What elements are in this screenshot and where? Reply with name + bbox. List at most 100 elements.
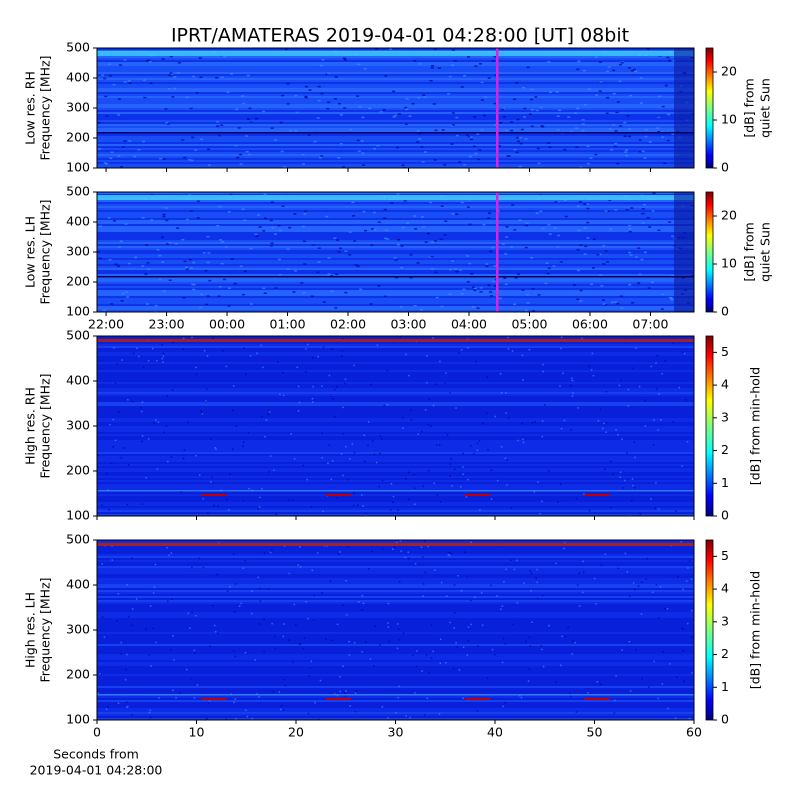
- texture-speck: [141, 401, 144, 403]
- texture-speck: [598, 61, 602, 63]
- texture-row: [97, 282, 694, 285]
- texture-speck: [111, 462, 113, 465]
- texture-speck: [542, 665, 545, 668]
- texture-speck: [616, 162, 620, 165]
- texture-speck: [567, 626, 569, 629]
- texture-speck: [640, 258, 644, 261]
- texture-speck: [164, 108, 168, 110]
- texture-speck: [165, 219, 169, 222]
- texture-speck: [162, 290, 166, 292]
- texture-speck: [405, 478, 407, 480]
- texture-speck: [629, 94, 633, 97]
- texture-speck: [466, 134, 470, 137]
- texture-speck: [678, 386, 681, 389]
- texture-speck: [189, 107, 193, 110]
- texture-speck: [522, 378, 524, 381]
- texture-speck: [596, 680, 599, 683]
- texture-speck: [354, 710, 357, 713]
- texture-speck: [336, 497, 339, 499]
- texture-speck: [270, 201, 274, 204]
- texture-speck: [639, 77, 643, 79]
- colorbar: [705, 191, 714, 313]
- texture-speck: [97, 122, 101, 124]
- texture-speck: [356, 139, 360, 142]
- texture-speck: [475, 360, 477, 363]
- spectrogram: [97, 48, 694, 168]
- texture-speck: [333, 388, 336, 391]
- texture-row: [97, 604, 694, 607]
- texture-speck: [187, 612, 190, 615]
- texture-speck: [251, 590, 253, 592]
- texture-speck: [209, 645, 211, 648]
- texture-speck: [314, 702, 316, 704]
- texture-speck: [547, 142, 551, 144]
- texture-speck: [583, 493, 585, 495]
- texture-speck: [406, 222, 410, 224]
- texture-speck: [485, 265, 489, 267]
- texture-speck: [189, 627, 191, 629]
- texture-speck: [646, 48, 650, 50]
- texture-speck: [525, 293, 529, 296]
- texture-speck: [688, 560, 691, 562]
- texture-speck: [454, 611, 456, 614]
- texture-row: [97, 118, 694, 121]
- texture-speck: [521, 422, 523, 425]
- texture-speck: [541, 594, 544, 597]
- texture-row: [97, 602, 694, 605]
- texture-speck: [638, 273, 642, 276]
- texture-speck: [206, 235, 210, 238]
- texture-speck: [494, 653, 496, 656]
- texture-speck: [140, 406, 142, 409]
- texture-speck: [168, 279, 172, 282]
- texture-speck: [546, 272, 550, 275]
- texture-speck: [552, 265, 556, 267]
- texture-speck: [171, 598, 173, 601]
- texture-speck: [349, 705, 351, 707]
- texture-speck: [576, 584, 579, 586]
- texture-speck: [399, 336, 401, 338]
- texture-speck: [468, 155, 472, 158]
- y-axis-label: Frequency [MHz]: [38, 577, 53, 682]
- texture-speck: [411, 102, 415, 105]
- texture-speck: [413, 304, 417, 307]
- texture-speck: [119, 64, 123, 66]
- texture-speck: [145, 244, 149, 246]
- texture-speck: [425, 654, 428, 656]
- texture-speck: [126, 503, 129, 506]
- texture-speck: [389, 509, 392, 511]
- texture-speck: [535, 577, 537, 580]
- texture-row: [97, 396, 694, 399]
- colorbar-tick-label: 1: [721, 679, 729, 694]
- texture-speck: [220, 124, 224, 127]
- texture-row: [97, 642, 694, 645]
- colorbar-label: quiet Sun: [758, 78, 773, 138]
- texture-speck: [433, 482, 436, 484]
- texture-speck: [668, 59, 672, 62]
- texture-speck: [309, 667, 312, 669]
- texture-speck: [205, 717, 208, 720]
- texture-speck: [601, 299, 605, 301]
- texture-speck: [210, 438, 212, 440]
- texture-row: [97, 472, 694, 475]
- texture-speck: [590, 369, 593, 371]
- texture-speck: [560, 427, 563, 430]
- texture-speck: [173, 659, 175, 661]
- texture-speck: [658, 393, 660, 395]
- texture-speck: [126, 584, 128, 586]
- texture-row: [97, 648, 694, 651]
- texture-speck: [294, 129, 298, 132]
- spectrogram: [97, 336, 694, 516]
- texture-speck: [234, 655, 237, 658]
- texture-speck: [439, 638, 442, 641]
- texture-speck: [599, 408, 602, 411]
- texture-speck: [526, 66, 530, 69]
- texture-speck: [426, 381, 428, 384]
- texture-speck: [165, 425, 168, 427]
- texture-speck: [637, 282, 641, 284]
- texture-speck: [112, 418, 115, 421]
- texture-speck: [336, 623, 339, 626]
- texture-speck: [305, 85, 309, 88]
- texture-row: [97, 590, 694, 593]
- texture-row: [97, 336, 694, 339]
- texture-speck: [632, 484, 634, 487]
